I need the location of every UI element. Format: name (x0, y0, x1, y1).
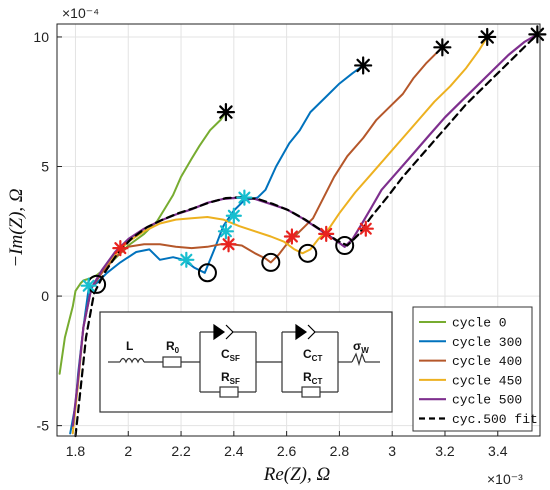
red-star-marker (357, 220, 374, 237)
y-tick-label: 10 (33, 29, 49, 45)
cyan-star-marker (80, 277, 97, 294)
legend-label: cycle 0 (452, 316, 507, 331)
x-tick-label: 3.4 (488, 443, 508, 459)
label-RSF: RSF (221, 370, 240, 386)
minimum-circle-marker (261, 252, 281, 272)
cpe-symbol-sf (213, 323, 226, 341)
red-star-marker (318, 225, 335, 242)
y-axis-label: −Im(Z), Ω (6, 188, 27, 268)
minimum-circle-marker (197, 263, 217, 283)
legend-box (412, 306, 533, 432)
cyan-star-marker (178, 251, 195, 268)
label-sigma-W: σW (353, 339, 369, 355)
x-tick-label: 3 (388, 443, 396, 459)
label-CCT: CCT (303, 347, 322, 363)
series-line-cycle-0 (58, 111, 227, 375)
cpe-symbol-ct (295, 323, 308, 341)
x-tick-label: 2.2 (171, 443, 191, 459)
markers (80, 25, 547, 294)
x-tick-label: 2.6 (277, 443, 297, 459)
cyan-star-marker (225, 207, 242, 224)
inductor-symbol (119, 357, 145, 364)
legend-label: cycle 300 (452, 335, 522, 350)
x-tick-label: 1.8 (66, 443, 86, 459)
warburg-symbol (351, 352, 366, 367)
black-star-marker (216, 103, 236, 122)
black-star-marker (354, 56, 373, 75)
series-line-cyc-500-fit (74, 33, 539, 438)
tick-labels: 1.8 2 2.2 2.4 2.6 2.8 3 3.2 3.4 -5 0 5 10 (33, 29, 507, 459)
cyan-star-marker (236, 189, 253, 206)
black-star-marker (528, 25, 547, 44)
y-tick-label: 5 (41, 159, 49, 175)
x-tick-label: 3.2 (435, 443, 455, 459)
legend-label: cycle 450 (452, 373, 522, 388)
x-tick-label: 2.4 (224, 443, 244, 459)
red-star-marker (112, 240, 129, 257)
plot-frame (56, 23, 541, 437)
minimum-circle-marker (335, 236, 355, 256)
label-RCT: RCT (303, 370, 322, 386)
minimum-circle-marker (298, 243, 318, 263)
legend-label: cycle 500 (452, 393, 522, 408)
red-star-marker (283, 228, 301, 245)
circuit-inset: L R0 CSF RSF CCT RCT σW (99, 311, 393, 413)
legend: cycle 0 cycle 300 cycle 400 cycle 450 cycle … (412, 306, 538, 432)
y-tick-label: 0 (41, 288, 49, 304)
red-star-marker (220, 236, 237, 253)
y-tick-label: -5 (37, 418, 50, 434)
y-multiplier: ×10⁻⁴ (62, 5, 99, 21)
black-star-marker (478, 27, 497, 47)
legend-label: cycle 400 (452, 354, 522, 369)
series-line-cycle-400 (71, 46, 444, 430)
legend-label: cyc.500 fit (452, 412, 538, 427)
label-R0: R0 (166, 339, 180, 355)
label-L: L (126, 339, 133, 353)
x-tick-label: 2 (124, 443, 132, 459)
x-multiplier: ×10⁻³ (487, 471, 523, 487)
black-star-marker (433, 38, 452, 57)
x-tick-label: 2.8 (330, 443, 350, 459)
label-CSF: CSF (221, 347, 240, 363)
cyan-star-marker (217, 223, 235, 240)
x-axis-label: Re(Z), Ω (263, 464, 331, 485)
